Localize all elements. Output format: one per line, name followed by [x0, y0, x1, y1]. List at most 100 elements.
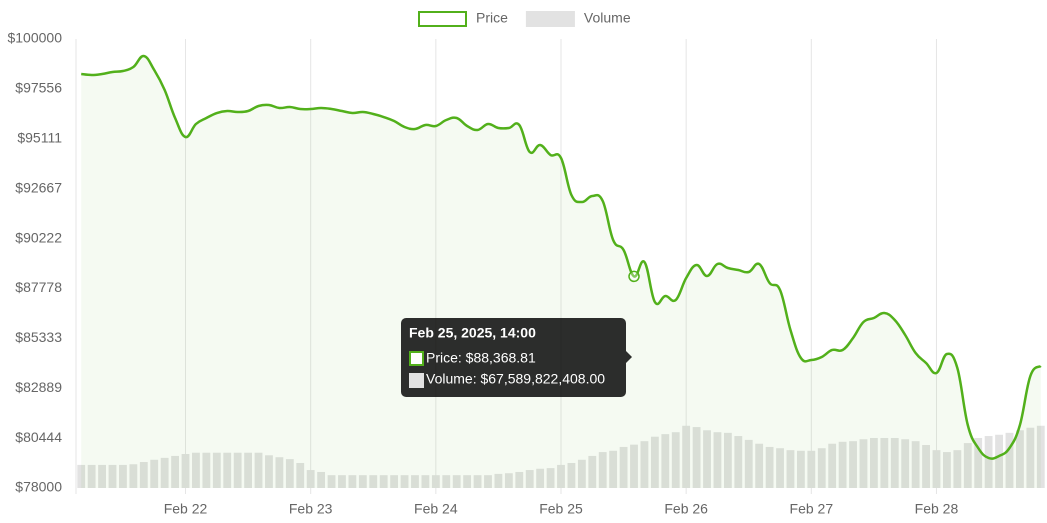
volume-bar — [703, 430, 711, 488]
volume-bar — [473, 475, 482, 488]
volume-bar — [922, 445, 930, 488]
volume-bar — [984, 436, 993, 488]
volume-bar — [98, 464, 106, 488]
volume-bar — [953, 450, 962, 488]
price-line — [81, 54, 1042, 460]
volume-bar — [431, 475, 440, 488]
volume-bar — [536, 468, 545, 488]
volume-bar — [77, 464, 86, 488]
volume-bar — [400, 475, 409, 488]
volume-bar — [1036, 425, 1045, 488]
volume-bar — [233, 452, 242, 488]
volume-bar — [181, 454, 190, 488]
y-tick-label: $82889 — [15, 379, 62, 395]
y-tick-label: $85333 — [15, 329, 62, 345]
volume-bar — [139, 462, 148, 488]
x-tick-label: Feb 24 — [414, 501, 458, 517]
tooltip: Feb 25, 2025, 14:00 Price: $88,368.81 Vo… — [401, 318, 632, 397]
volume-bar — [786, 450, 795, 488]
volume-bar — [765, 446, 774, 488]
volume-bar — [630, 444, 638, 488]
tooltip-swatch — [409, 351, 424, 366]
volume-bar — [358, 475, 367, 488]
volume-bar — [306, 470, 315, 488]
x-tick-label: Feb 23 — [289, 501, 333, 517]
volume-bar — [285, 459, 294, 488]
volume-bar — [463, 475, 472, 488]
volume-bar — [598, 452, 607, 488]
grid — [75, 39, 937, 494]
volume-bar — [963, 443, 972, 488]
y-tick-label: $95111 — [17, 129, 62, 145]
volume-bar — [525, 470, 534, 488]
volume-bar — [108, 464, 117, 488]
volume-bar — [619, 446, 628, 488]
y-tick-label: $100000 — [7, 30, 62, 46]
x-tick-label: Feb 26 — [664, 501, 708, 517]
volume-bar — [869, 437, 878, 488]
volume-bar — [379, 475, 388, 488]
volume-bar — [546, 468, 555, 488]
volume-bar — [1005, 432, 1014, 488]
y-tick-label: $80444 — [15, 429, 62, 445]
volume-bar — [411, 475, 419, 488]
legend-label: Price — [476, 10, 508, 26]
x-tick-label: Feb 27 — [790, 501, 834, 517]
volume-bar — [296, 462, 305, 488]
volume-bar — [484, 475, 492, 488]
volume-bar — [828, 443, 837, 488]
volume-bar — [671, 432, 680, 488]
volume-bar — [171, 455, 179, 488]
tooltip-caret — [626, 351, 632, 363]
volume-bar — [911, 441, 920, 488]
volume-bar — [212, 452, 221, 488]
tooltip-title: Feb 25, 2025, 14:00 — [409, 325, 536, 341]
volume-bar — [504, 473, 513, 488]
volume-bar — [609, 450, 618, 488]
y-tick-label: $92667 — [15, 179, 62, 195]
legend-item[interactable]: Price — [418, 10, 508, 27]
y-tick-label: $87778 — [15, 279, 62, 295]
volume-bar — [859, 439, 868, 488]
tooltip-item: Volume: $67,589,822,408.00 — [426, 371, 605, 387]
volume-bar — [588, 455, 597, 488]
volume-bar — [87, 464, 96, 488]
volume-bar — [734, 436, 743, 488]
tooltip-swatch — [409, 373, 424, 388]
volume-bar — [494, 473, 503, 488]
volume-bar — [244, 452, 253, 488]
volume-bar — [755, 443, 764, 488]
x-tick-label: Feb 28 — [915, 501, 959, 517]
volume-bar — [796, 450, 805, 488]
volume-bar — [880, 437, 889, 488]
tooltip-item: Price: $88,368.81 — [426, 350, 536, 366]
y-tick-label: $78000 — [15, 479, 62, 495]
price-area — [81, 55, 1041, 488]
volume-bar — [192, 452, 200, 488]
volume-bar — [577, 459, 586, 488]
volume-bar — [682, 425, 691, 488]
volume-bar — [995, 434, 1003, 488]
volume-bar — [515, 471, 524, 488]
volume-bar — [974, 437, 983, 488]
volume-bar — [807, 450, 816, 488]
volume-bar — [390, 475, 399, 488]
volume-bar — [567, 462, 576, 488]
hover-point — [628, 270, 640, 283]
volume-bar — [640, 441, 649, 488]
volume-bar — [275, 457, 284, 488]
volume-bar — [265, 455, 273, 488]
volume-bar — [713, 432, 722, 488]
legend-item[interactable]: Volume — [525, 10, 631, 27]
legend-swatch — [525, 11, 575, 27]
volume-bar — [129, 464, 138, 488]
legend-label: Volume — [584, 10, 631, 26]
volume-bar — [452, 475, 461, 488]
y-tick-label: $90222 — [15, 229, 62, 245]
volume-bar — [327, 475, 336, 488]
legend: Price Volume — [418, 10, 631, 27]
volume-bar — [849, 441, 857, 488]
x-tick-label: Feb 25 — [539, 501, 583, 517]
volume-bar — [369, 475, 378, 488]
